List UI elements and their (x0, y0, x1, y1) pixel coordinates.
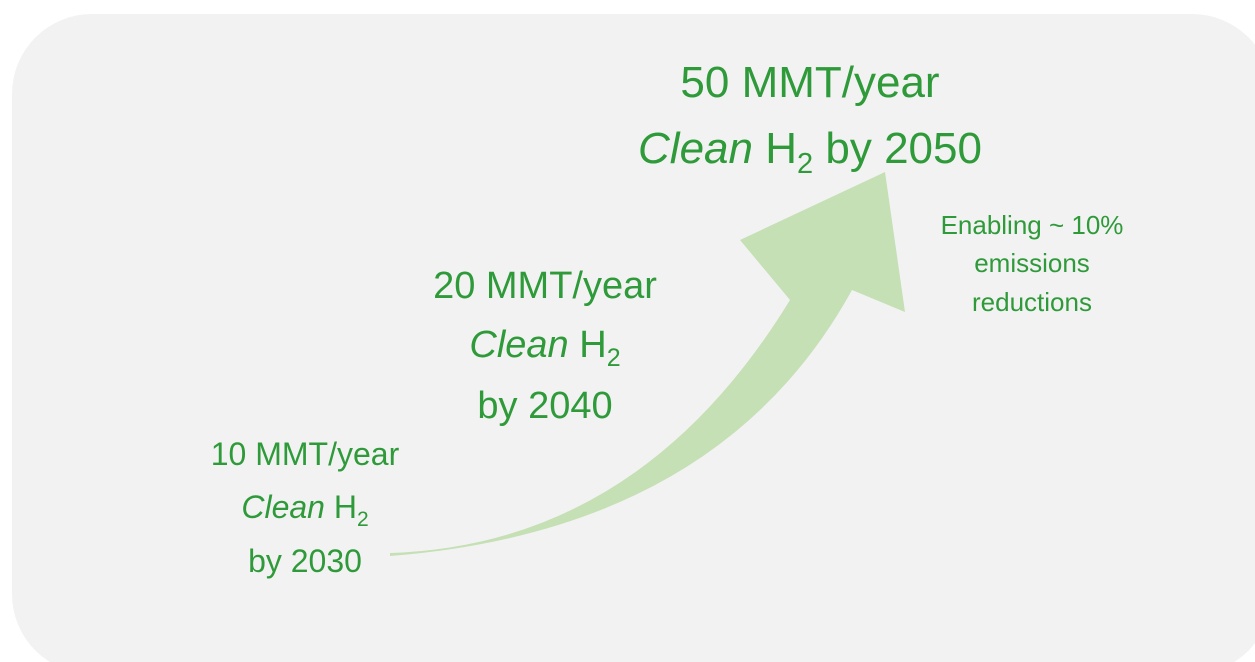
clean: Clean (469, 324, 568, 366)
subscript: 2 (797, 148, 813, 180)
growth-arrow (390, 172, 905, 556)
amount: 20 MMT/year (433, 265, 657, 307)
milestone-2030: 10 MMT/year Clean H2 by 2030 (211, 436, 400, 579)
spacer (813, 124, 825, 173)
amount: 10 MMT/year (211, 436, 400, 472)
clean: Clean (638, 124, 753, 173)
amount: 50 MMT/year (680, 58, 939, 107)
note-line: emissions (974, 248, 1090, 278)
clean: Clean (241, 489, 325, 525)
subscript: 2 (607, 344, 621, 372)
note: Enabling ~ 10% emissions reductions (941, 210, 1124, 317)
clean-h2: Clean H2 (469, 324, 620, 372)
clean-h2: Clean H2 (241, 489, 368, 531)
year: by 2040 (477, 385, 612, 427)
year: by 2050 (825, 124, 982, 173)
year: by 2030 (248, 543, 362, 579)
milestone-2040: 20 MMT/year Clean H2 by 2040 (433, 265, 657, 427)
background-panel (12, 14, 1255, 662)
subscript: 2 (357, 508, 369, 531)
h: H (765, 124, 797, 173)
milestone-2050: 50 MMT/year Clean H2 by 2050 (638, 58, 982, 180)
note-line: reductions (972, 287, 1092, 317)
h: H (334, 489, 357, 525)
h: H (579, 324, 606, 366)
note-line: Enabling ~ 10% (941, 210, 1124, 240)
clean-h2-year: Clean H2 by 2050 (638, 124, 982, 180)
